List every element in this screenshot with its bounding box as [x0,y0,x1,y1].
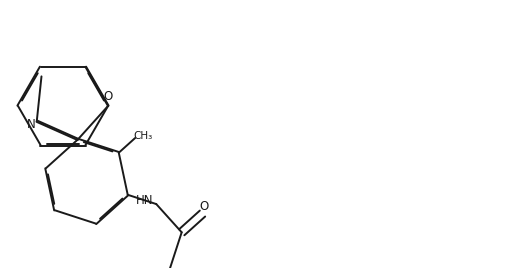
Text: O: O [200,200,209,213]
Text: N: N [27,118,35,131]
Text: HN: HN [136,194,154,207]
Text: O: O [103,91,113,103]
Text: CH₃: CH₃ [133,131,152,141]
